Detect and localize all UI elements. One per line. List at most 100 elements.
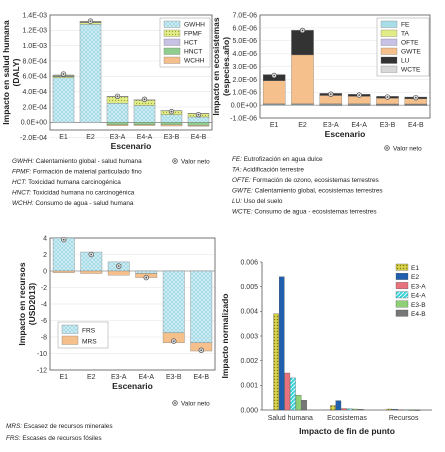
x-tick-label: E4-B <box>191 134 207 141</box>
net-value-legend-dot <box>174 402 176 404</box>
y-tick-label: 1.0E-06 <box>232 90 257 97</box>
note-line: GWTE: Calentamiento global, ecosistemas … <box>232 188 383 195</box>
net-value-dot <box>301 29 304 32</box>
bar-GWHH <box>160 114 183 123</box>
legend-label: GWHH <box>184 22 205 29</box>
net-value-dot <box>273 74 275 77</box>
y-tick-label: -4 <box>41 301 47 308</box>
y-tick-label: 2.0E-06 <box>232 77 257 84</box>
y-tick-label: 0.0E+00 <box>21 120 47 127</box>
note-key: FPMF: <box>12 169 31 176</box>
note-text: Consumo de agua - ecosistemas terrestres <box>253 209 377 216</box>
legend-label: LU <box>401 58 410 65</box>
notes-health: GWHH: Calentamiento global - salud human… <box>12 158 142 207</box>
bar-E4-A <box>346 408 353 411</box>
legend-label: FPMF <box>184 31 202 38</box>
y-tick-label: 0 <box>43 268 47 275</box>
x-tick-label: E4-B <box>193 374 209 381</box>
bar-E2 <box>278 276 285 411</box>
y-tick-label: -12 <box>37 367 47 374</box>
bar-E3-A <box>284 372 291 411</box>
bar-E1 <box>386 408 393 411</box>
legend-label: FRS <box>82 328 96 335</box>
note-line: MRS: Escasez de recursos minerales <box>6 423 113 430</box>
y-tick-label: 1.0E-03 <box>22 43 47 50</box>
y-tick-label: 2 <box>43 252 47 259</box>
y-axis-unit: (DALY) <box>11 58 21 86</box>
x-tick-label: E3-A <box>110 134 126 141</box>
plot-frame <box>49 237 216 371</box>
y-axis-title: Impacto en recursos <box>17 262 27 345</box>
legend-swatch <box>395 309 409 317</box>
bar-WCTE <box>347 104 371 106</box>
y-tick-label: 0.000 <box>240 407 258 414</box>
x-tick-label: E3-B <box>380 122 396 129</box>
note-key: GWTE: <box>232 188 253 195</box>
legend-swatch <box>395 291 409 299</box>
net-value-dot <box>117 265 120 267</box>
legend-swatch <box>395 263 409 271</box>
note-line: WCHH: Consumo de agua - salud humana <box>12 200 134 207</box>
note-key: WCTE: <box>232 209 253 216</box>
note-text: Calentamiento global - salud humana <box>34 158 142 165</box>
net-value-legend-label: Valor neto <box>181 400 210 407</box>
bar-FRS <box>135 270 158 274</box>
bar-E3-B <box>409 409 415 411</box>
bar-E2 <box>392 409 398 411</box>
bar-E3-A <box>341 408 347 411</box>
legend-swatch <box>395 282 409 289</box>
bar-E3-B <box>295 395 302 411</box>
bar-HNCT <box>106 122 129 125</box>
x-tick-label: Recursos <box>389 415 419 422</box>
net-value-dot <box>62 73 65 75</box>
x-axis-title: Escenario <box>325 129 366 139</box>
x-tick-label: E3-B <box>164 134 180 141</box>
x-tick-label: E1 <box>270 122 279 129</box>
y-tick-label: 0.005 <box>240 284 258 291</box>
legend-label: GWTE <box>401 49 421 56</box>
bar-FRS <box>162 270 185 334</box>
y-tick-label: 6.0E-06 <box>232 25 257 32</box>
y-tick-label: -2 <box>41 285 47 292</box>
note-key: HCT: <box>12 179 27 186</box>
y-tick-label: -10 <box>37 351 47 358</box>
bar-E1 <box>273 313 279 411</box>
bar-FPMF <box>52 76 75 79</box>
legend-swatch <box>395 300 409 308</box>
bar-WCTE <box>319 104 343 107</box>
y-tick-label: -1.0E-06 <box>230 115 257 122</box>
bar-MRS <box>52 270 75 273</box>
note-text: Toxicidad humana no carcinogénica <box>31 190 135 197</box>
net-value-dot <box>415 96 417 99</box>
y-tick-label: 1.2E-03 <box>22 28 47 35</box>
net-value-dot <box>116 95 119 98</box>
bar-E4-A <box>403 409 410 411</box>
note-text: Eutrofización en agua dulce <box>242 156 323 163</box>
plot-frame <box>259 14 431 119</box>
legend-label: E4-A <box>411 293 426 300</box>
legend-swatch <box>380 20 398 28</box>
net-value-dot <box>89 20 92 22</box>
note-key: LU: <box>232 198 242 205</box>
bar-E4-B <box>358 409 364 411</box>
note-line: GWHH: Calentamiento global - salud human… <box>12 158 142 165</box>
legend-swatch <box>163 29 181 37</box>
note-text: Uso del suelo <box>242 198 283 205</box>
bar-MRS <box>80 270 103 274</box>
x-tick-label: Salud humana <box>268 415 313 422</box>
bar-GWHH <box>187 116 210 123</box>
bar-MRS <box>107 270 130 276</box>
note-key: FRS: <box>6 435 21 442</box>
bar-LU <box>291 30 314 56</box>
legend-swatch <box>61 324 79 334</box>
note-line: TA: Acidificación terrestre <box>232 167 304 174</box>
legend-label: E4-B <box>411 311 426 318</box>
note-key: GWHH: <box>12 158 34 165</box>
bar-GWTE <box>291 54 314 104</box>
x-tick-label: Ecosistemas <box>327 415 367 422</box>
net-value-dot <box>330 93 332 95</box>
chart-health: 1.4E-03 1.2E-03 1.0E-03 8.0E-04 6.0E-04 4.0E-… <box>1 12 213 151</box>
legend-label: OFTE <box>401 40 419 47</box>
legend-swatch <box>163 38 181 46</box>
